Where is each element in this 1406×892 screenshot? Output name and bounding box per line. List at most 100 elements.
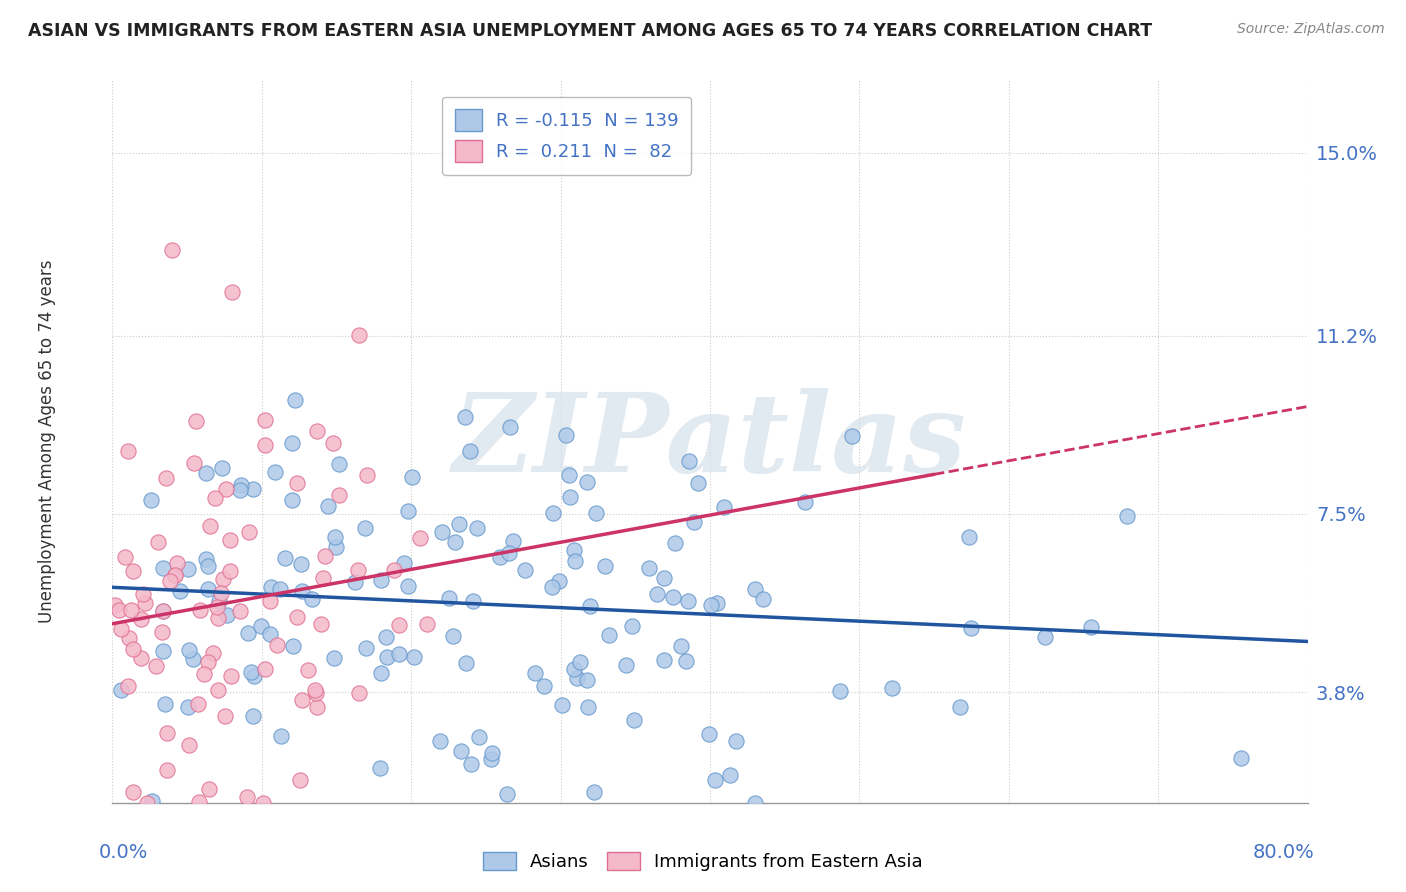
Point <box>1116 509 1139 524</box>
Point <box>416 617 439 632</box>
Text: Unemployment Among Ages 65 to 74 years: Unemployment Among Ages 65 to 74 years <box>38 260 56 624</box>
Point <box>645 587 668 601</box>
Point <box>153 697 176 711</box>
Point <box>394 556 416 570</box>
Point <box>290 772 312 787</box>
Point <box>582 785 605 799</box>
Point <box>152 604 174 618</box>
Point <box>328 488 350 502</box>
Point <box>249 618 271 632</box>
Point <box>700 598 723 612</box>
Point <box>449 517 471 532</box>
Point <box>155 471 177 485</box>
Point <box>266 638 288 652</box>
Point <box>166 556 188 570</box>
Text: ZIPatlas: ZIPatlas <box>453 388 967 495</box>
Point <box>165 568 187 582</box>
Point <box>307 699 329 714</box>
Point <box>215 482 238 496</box>
Point <box>129 612 152 626</box>
Point <box>197 582 219 597</box>
Point <box>669 640 692 654</box>
Point <box>186 414 208 428</box>
Point <box>562 543 585 558</box>
Point <box>564 554 586 568</box>
Text: 0.0%: 0.0% <box>98 843 148 862</box>
Point <box>229 483 252 498</box>
Point <box>830 683 852 698</box>
Point <box>152 560 174 574</box>
Point <box>323 530 346 544</box>
Point <box>305 686 328 700</box>
Point <box>207 683 229 698</box>
Point <box>880 681 903 696</box>
Point <box>183 456 205 470</box>
Point <box>219 669 242 683</box>
Point <box>117 443 139 458</box>
Point <box>437 591 460 605</box>
Point <box>156 726 179 740</box>
Point <box>664 536 686 550</box>
Point <box>555 428 578 442</box>
Point <box>370 665 392 680</box>
Point <box>238 525 260 540</box>
Point <box>356 468 378 483</box>
Point <box>949 700 972 714</box>
Point <box>259 627 281 641</box>
Point <box>304 682 326 697</box>
Point <box>211 461 233 475</box>
Point <box>285 476 308 491</box>
Point <box>576 699 599 714</box>
Point <box>678 454 700 468</box>
Point <box>375 631 398 645</box>
Point <box>706 596 728 610</box>
Point <box>347 686 370 700</box>
Point <box>264 465 287 479</box>
Point <box>718 768 741 782</box>
Point <box>205 600 228 615</box>
Point <box>498 546 520 560</box>
Point <box>959 621 981 635</box>
Point <box>284 392 307 407</box>
Point <box>136 796 159 810</box>
Point <box>314 549 336 564</box>
Point <box>697 727 720 741</box>
Point <box>382 563 405 577</box>
Point <box>652 571 675 585</box>
Point <box>280 492 302 507</box>
Point <box>169 583 191 598</box>
Point <box>297 663 319 677</box>
Point <box>675 654 697 668</box>
Point <box>118 631 141 645</box>
Point <box>121 785 143 799</box>
Point <box>496 787 519 801</box>
Point <box>270 730 292 744</box>
Point <box>460 756 482 771</box>
Point <box>291 693 314 707</box>
Point <box>328 457 350 471</box>
Point <box>193 667 215 681</box>
Point <box>159 574 181 589</box>
Point <box>401 469 423 483</box>
Point <box>404 650 426 665</box>
Point <box>197 655 219 669</box>
Point <box>214 708 236 723</box>
Point <box>309 616 332 631</box>
Point <box>181 652 204 666</box>
Point <box>121 641 143 656</box>
Point <box>141 794 163 808</box>
Point <box>724 734 747 748</box>
Point <box>219 533 242 548</box>
Point <box>620 619 643 633</box>
Point <box>198 519 221 533</box>
Point <box>354 640 377 655</box>
Legend: R = -0.115  N = 139, R =  0.211  N =  82: R = -0.115 N = 139, R = 0.211 N = 82 <box>441 96 692 175</box>
Point <box>108 603 131 617</box>
Point <box>217 607 239 622</box>
Point <box>291 584 314 599</box>
Point <box>638 561 661 575</box>
Point <box>616 657 638 672</box>
Point <box>197 782 219 797</box>
Point <box>550 698 572 712</box>
Point <box>565 671 588 685</box>
